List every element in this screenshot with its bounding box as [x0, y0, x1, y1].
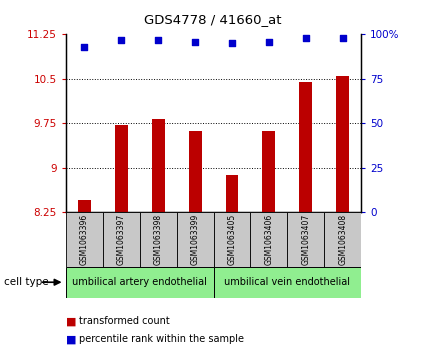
- Bar: [78, 200, 91, 212]
- Text: umbilical artery endothelial: umbilical artery endothelial: [72, 277, 207, 287]
- Text: GSM1063397: GSM1063397: [117, 214, 126, 265]
- Text: GSM1063407: GSM1063407: [301, 214, 310, 265]
- Point: [340, 35, 346, 41]
- Bar: [152, 119, 164, 212]
- Text: GSM1063396: GSM1063396: [80, 214, 89, 265]
- Bar: [226, 175, 238, 212]
- Point: [155, 37, 162, 43]
- Text: percentile rank within the sample: percentile rank within the sample: [79, 334, 244, 344]
- Text: GSM1063399: GSM1063399: [190, 214, 200, 265]
- Text: ■: ■: [66, 334, 76, 344]
- Text: cell type: cell type: [4, 277, 49, 287]
- Text: GSM1063408: GSM1063408: [338, 214, 347, 265]
- Text: GSM1063405: GSM1063405: [227, 214, 237, 265]
- Bar: [177, 212, 213, 267]
- Point: [81, 44, 88, 50]
- Bar: [263, 131, 275, 212]
- Bar: [299, 82, 312, 212]
- Text: transformed count: transformed count: [79, 316, 170, 326]
- Bar: [103, 212, 140, 267]
- Text: umbilical vein endothelial: umbilical vein endothelial: [224, 277, 350, 287]
- Bar: [66, 267, 213, 298]
- Bar: [140, 212, 177, 267]
- Point: [118, 37, 125, 43]
- Bar: [115, 125, 128, 212]
- Bar: [287, 212, 324, 267]
- Point: [266, 39, 272, 45]
- Point: [303, 35, 309, 41]
- Bar: [336, 76, 349, 212]
- Point: [229, 41, 235, 46]
- Bar: [189, 131, 201, 212]
- Text: GDS4778 / 41660_at: GDS4778 / 41660_at: [144, 13, 281, 26]
- Text: GSM1063406: GSM1063406: [264, 214, 273, 265]
- Bar: [324, 212, 361, 267]
- Bar: [250, 212, 287, 267]
- Bar: [213, 267, 361, 298]
- Text: GSM1063398: GSM1063398: [154, 214, 163, 265]
- Point: [192, 39, 198, 45]
- Text: ■: ■: [66, 316, 76, 326]
- Bar: [66, 212, 103, 267]
- Bar: [213, 212, 250, 267]
